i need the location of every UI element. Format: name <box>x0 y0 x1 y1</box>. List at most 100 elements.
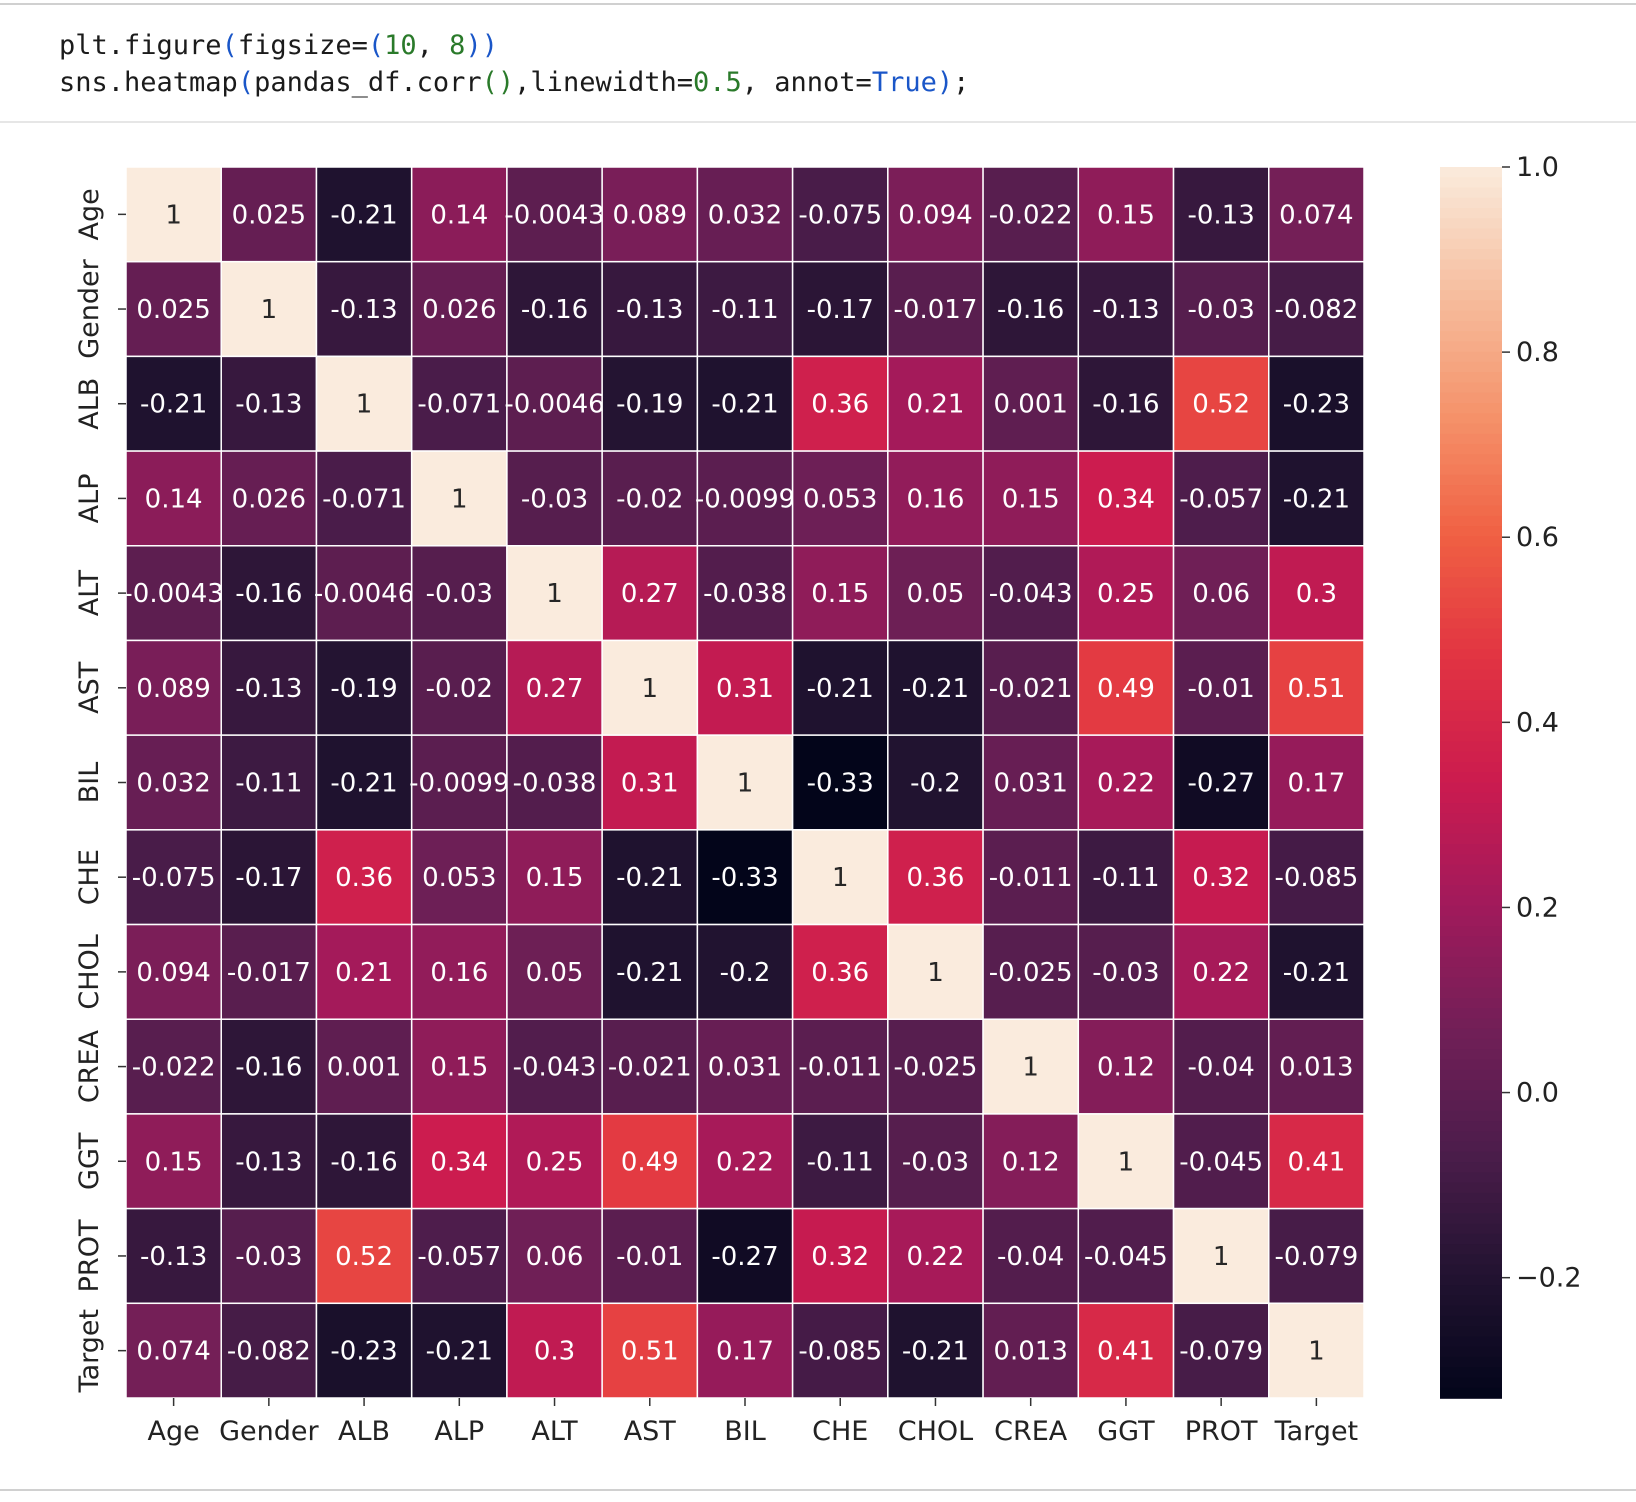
heatmap-cell <box>1268 355 1365 452</box>
cell-annotation: -0.21 <box>902 674 969 704</box>
cell-annotation: 0.41 <box>1097 1337 1155 1367</box>
code-token: )) <box>465 30 498 61</box>
cell-annotation: -0.11 <box>1092 863 1159 893</box>
heatmap-cell <box>1172 734 1270 831</box>
cell-annotation: 0.27 <box>526 674 584 704</box>
cell-annotation: 0.15 <box>1002 484 1060 514</box>
heatmap-cell <box>506 260 603 358</box>
colorbar-segment <box>1440 946 1502 958</box>
colorbar-segment <box>1440 649 1502 661</box>
cell-annotation: 0.49 <box>1097 674 1155 704</box>
colorbar-segment <box>1440 741 1502 753</box>
cell-annotation: -0.043 <box>989 579 1073 609</box>
heatmap-cell <box>220 450 318 547</box>
code-token: True <box>872 67 937 98</box>
code-token: ; <box>953 67 969 98</box>
cell-annotation: -0.022 <box>989 200 1073 230</box>
cell-annotation: -0.13 <box>330 295 397 325</box>
cell-annotation: -0.04 <box>997 1242 1064 1272</box>
cell-annotation: -0.23 <box>1283 390 1350 420</box>
cell-annotation: -0.0099 <box>695 484 795 514</box>
colorbar-segment <box>1440 505 1502 517</box>
cell-annotation: -0.017 <box>894 295 978 325</box>
heatmap-cell <box>1268 166 1365 263</box>
cell-annotation: 0.51 <box>621 1337 679 1367</box>
cell-annotation: -0.0043 <box>123 579 223 609</box>
code-token: () <box>482 67 515 98</box>
colorbar-segment <box>1440 1295 1502 1307</box>
heatmap-cell <box>601 1207 699 1305</box>
cell-annotation: 0.14 <box>430 200 488 230</box>
colorbar-segment <box>1440 1069 1502 1081</box>
heatmap-cell <box>982 923 1080 1020</box>
cell-annotation: -0.21 <box>616 958 683 988</box>
y-tick-label: ALT <box>74 569 105 616</box>
cell-annotation: -0.079 <box>1274 1242 1358 1272</box>
cell-annotation: 0.15 <box>430 1053 488 1083</box>
code-token: ,linewidth= <box>514 67 693 98</box>
cell-annotation: 0.026 <box>232 484 306 514</box>
heatmap-cell <box>696 923 794 1020</box>
cell-annotation: 1 <box>546 579 563 609</box>
cell-annotation: -0.025 <box>989 958 1073 988</box>
cell-annotation: 0.15 <box>145 1147 203 1177</box>
heatmap-cell <box>220 1018 318 1115</box>
colorbar-segment <box>1440 331 1502 343</box>
heatmap-cell <box>506 923 603 1020</box>
colorbar-segment <box>1440 926 1502 938</box>
heatmap-cell <box>887 166 984 263</box>
colorbar-segment <box>1440 423 1502 435</box>
heatmap-cell <box>125 166 222 263</box>
code-token: ( <box>222 30 238 61</box>
heatmap-cell <box>696 450 794 547</box>
cell-annotation: 0.27 <box>621 579 679 609</box>
heatmap-cell <box>410 1018 508 1115</box>
heatmap-cell <box>601 545 699 642</box>
colorbar-segment <box>1440 1079 1502 1092</box>
cell-annotation: 0.05 <box>526 958 584 988</box>
cell-annotation: -0.011 <box>798 1053 882 1083</box>
cell-annotation: 1 <box>165 200 182 230</box>
colorbar-segment <box>1440 874 1502 886</box>
cell-annotation: 1 <box>451 484 468 514</box>
colorbar-segment <box>1440 361 1502 373</box>
colorbar-segment <box>1440 474 1502 486</box>
colorbar-segment <box>1440 1121 1502 1133</box>
colorbar-segment <box>1440 659 1502 671</box>
x-tick-label: ALP <box>434 1416 484 1447</box>
x-tick-label: AST <box>624 1416 677 1447</box>
code-line: sns.heatmap(pandas_df.corr(),linewidth=0… <box>59 67 969 98</box>
cell-annotation: -0.16 <box>235 1053 302 1083</box>
cell-annotation: -0.21 <box>711 390 778 420</box>
cell-annotation: 0.32 <box>811 1242 869 1272</box>
heatmap-cell <box>601 1018 699 1115</box>
cell-annotation: -0.025 <box>894 1053 978 1083</box>
cell-annotation: -0.0043 <box>504 200 604 230</box>
heatmap-cell <box>506 450 603 547</box>
heatmap-cell <box>887 923 984 1020</box>
heatmap-cell <box>982 1018 1080 1115</box>
cell-annotation: 1 <box>832 863 849 893</box>
heatmap-cell <box>791 260 889 358</box>
colorbar-segment <box>1440 977 1502 989</box>
heatmap-cell <box>315 1207 413 1305</box>
colorbar-segment <box>1440 1264 1502 1276</box>
colorbar-segment <box>1440 279 1502 291</box>
heatmap-cell <box>696 829 794 926</box>
colorbar-segment <box>1440 967 1502 979</box>
colorbar-segment <box>1440 700 1502 712</box>
heatmap-cell <box>220 545 318 642</box>
cell-annotation: 0.089 <box>136 674 210 704</box>
colorbar-segment <box>1440 987 1502 999</box>
code-token: pandas_df.corr <box>254 67 482 98</box>
cell-annotation: 0.15 <box>526 863 584 893</box>
colorbar-segment <box>1440 710 1502 722</box>
heatmap-cell <box>1077 923 1175 1020</box>
heatmap-cell <box>887 355 984 452</box>
heatmap-cell <box>125 734 222 831</box>
colorbar-segment <box>1440 782 1502 794</box>
y-tick-label: AST <box>74 661 105 714</box>
cell-annotation: 0.21 <box>907 390 965 420</box>
cell-annotation: -0.057 <box>417 1242 501 1272</box>
cell-annotation: 0.026 <box>422 295 496 325</box>
